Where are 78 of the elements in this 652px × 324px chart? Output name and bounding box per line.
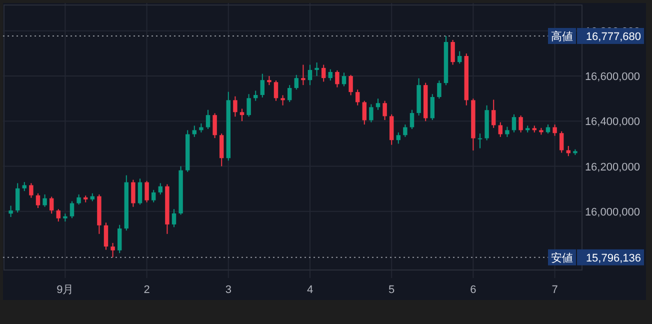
x-tick-label: 9月: [56, 284, 74, 296]
candlestick: [559, 130, 564, 154]
candlestick: [246, 94, 251, 118]
candlestick: [42, 194, 47, 208]
candlestick: [110, 242, 115, 258]
candlestick: [151, 189, 156, 203]
candlestick: [308, 64, 312, 86]
candlestick: [546, 124, 550, 134]
candlestick: [410, 109, 414, 130]
candlestick: [267, 76, 272, 86]
x-tick-label: 2: [144, 284, 150, 296]
ref-line-label: 安値 15,796,136: [551, 251, 641, 264]
candlestick: [76, 194, 81, 206]
candlestick: [219, 133, 224, 167]
candlestick: [22, 182, 27, 192]
candlestick: [253, 90, 258, 102]
candlestick: [29, 182, 34, 198]
y-tick-label: 16,400,000: [584, 116, 640, 128]
y-tick-label: 16,200,000: [584, 161, 640, 174]
candlestick: [478, 133, 482, 149]
candlestick: [206, 109, 210, 130]
candlestick: [36, 192, 40, 208]
candlestick: [70, 200, 74, 219]
candlestick: [382, 100, 387, 121]
candlestick: [104, 222, 108, 250]
candlestick: [491, 99, 496, 128]
candlestick: [280, 94, 285, 106]
candlestick: [376, 98, 380, 110]
candlestick: [287, 84, 292, 102]
candlestick: [518, 115, 523, 133]
candlestick: [172, 208, 176, 228]
candlestick: [512, 114, 516, 133]
candlestick: [314, 62, 319, 77]
candlestick: [294, 74, 299, 90]
y-tick-label: 16,000,000: [584, 206, 640, 218]
candlestick: [131, 179, 136, 208]
x-tick-label: 7: [552, 284, 558, 296]
ref-line-label: 高値 16,777,680: [551, 30, 641, 43]
y-tick-label: 16,600,000: [584, 71, 640, 84]
candlestick: [301, 64, 306, 86]
candlestick: [117, 224, 122, 254]
candlestick: [199, 122, 204, 133]
candlestick: [457, 50, 462, 64]
x-tick-label: 5: [388, 284, 395, 296]
x-tick-label: 6: [470, 284, 476, 296]
candlestick: [566, 145, 571, 157]
candlestick: [212, 112, 217, 139]
candlestick: [240, 108, 244, 122]
candlestick: [8, 205, 13, 218]
candlestick: [498, 122, 503, 138]
candlestick: [328, 68, 333, 82]
candlestick: [355, 89, 360, 106]
candlestick: [15, 182, 20, 213]
candlestick: [144, 180, 149, 203]
candlestick: [260, 73, 265, 98]
candlestick: [437, 80, 442, 100]
candlestick: [335, 70, 340, 88]
candlestick: [342, 72, 346, 87]
candlestick: [138, 178, 142, 206]
candlestick: [362, 100, 367, 126]
candlestick: [505, 126, 510, 138]
candlestick: [158, 182, 163, 195]
candlestick: [450, 39, 455, 66]
candlestick: [396, 132, 401, 144]
candlestick: [233, 96, 238, 118]
candlestick: [321, 64, 326, 82]
candlestick: [403, 124, 408, 138]
candlestick: [49, 196, 54, 214]
candlestick: [56, 208, 61, 222]
candlestick: [430, 94, 435, 121]
candlestick: [369, 104, 374, 123]
candlestick: [192, 125, 197, 138]
candlestick: [274, 80, 278, 102]
candlestick: [389, 114, 394, 146]
x-tick-label: 3: [225, 284, 232, 296]
x-tick-label: 4: [306, 284, 314, 296]
candlestick: [348, 74, 353, 96]
candlestick: [552, 124, 557, 136]
